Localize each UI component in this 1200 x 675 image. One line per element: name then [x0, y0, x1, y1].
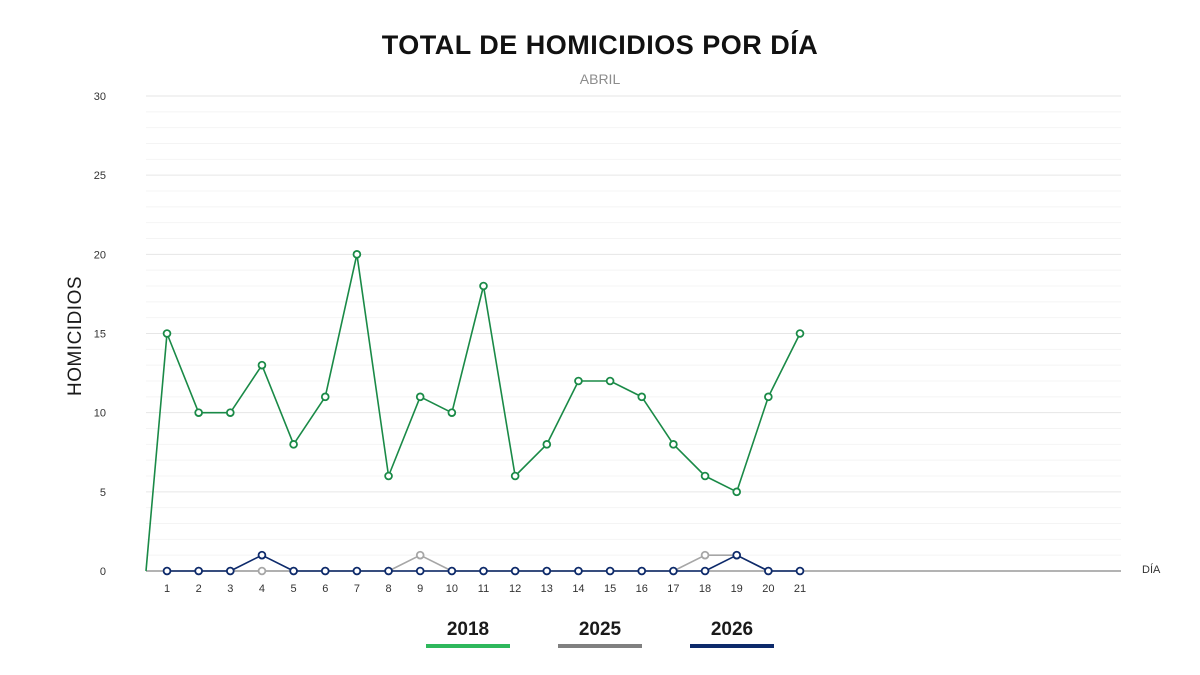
data-point-2018 [764, 392, 773, 402]
legend-swatch-2026 [690, 644, 774, 648]
x-tick-label: 19 [731, 583, 743, 595]
data-point-2026 [732, 550, 741, 560]
data-point-2026 [542, 566, 552, 576]
y-tick-label: 15 [94, 329, 106, 341]
data-point-2018 [574, 376, 583, 386]
data-point-2026 [194, 566, 203, 576]
data-point-2026 [510, 566, 520, 576]
x-tick-label: 8 [385, 583, 391, 595]
y-tick-label: 20 [94, 249, 106, 261]
x-tick-label: 11 [478, 583, 489, 595]
data-point-2018 [795, 329, 805, 338]
data-point-2026 [447, 566, 457, 576]
legend-item-2018: 2018 [426, 618, 510, 648]
x-tick-label: 16 [636, 583, 648, 595]
x-tick-label: 3 [227, 583, 233, 595]
data-point-2026 [574, 566, 583, 576]
x-tick-label: 12 [509, 583, 521, 595]
x-tick-label: 5 [291, 583, 297, 595]
data-point-2026 [352, 566, 362, 576]
data-point-2026 [669, 566, 678, 576]
data-point-2018 [479, 281, 488, 291]
chart-subtitle: ABRIL [579, 71, 621, 87]
data-point-2018 [194, 408, 203, 417]
data-point-2018 [447, 408, 457, 417]
data-point-2018 [732, 487, 741, 497]
data-point-2026 [226, 566, 235, 576]
legend-label-2018: 2018 [446, 619, 490, 640]
data-point-2026 [320, 566, 330, 576]
chart-title: TOTAL DE HOMICIDIOS POR DÍA [381, 30, 819, 60]
x-tick-label: 7 [354, 583, 360, 595]
data-point-2026 [795, 566, 805, 576]
x-tick-label: 13 [541, 583, 553, 595]
data-point-2026 [162, 566, 172, 576]
x-tick-label: 17 [667, 583, 679, 595]
data-point-2018 [257, 360, 267, 370]
data-point-2018 [162, 329, 172, 338]
data-point-2025 [415, 550, 425, 560]
x-tick-label: 15 [604, 583, 616, 595]
y-tick-label: 25 [94, 170, 106, 182]
x-tick-label: 20 [762, 583, 774, 595]
x-tick-label: 14 [572, 583, 584, 595]
legend-item-2026: 2026 [690, 618, 774, 648]
data-point-2025 [257, 566, 267, 576]
data-point-2026 [289, 566, 298, 576]
data-point-2026 [764, 566, 773, 576]
data-point-2026 [479, 566, 488, 576]
data-point-2018 [542, 440, 552, 449]
x-tick-label: 1 [164, 583, 170, 595]
y-tick-label: 10 [94, 408, 106, 420]
y-tick-label: 0 [100, 566, 106, 578]
legend-label-2025: 2025 [578, 619, 622, 640]
chart-legend: 2018 2025 2026 [0, 618, 1200, 658]
legend-swatch-2025 [558, 644, 642, 648]
x-axis-label: DÍA [1142, 563, 1161, 576]
data-point-2018 [352, 250, 362, 259]
x-tick-label: 6 [322, 583, 328, 595]
data-point-2018 [605, 376, 615, 386]
data-point-2026 [257, 550, 267, 560]
data-point-2026 [415, 566, 425, 576]
x-tick-label: 2 [196, 583, 202, 595]
data-point-2025 [700, 550, 710, 560]
y-tick-label: 30 [94, 91, 106, 103]
data-point-2026 [700, 566, 710, 576]
x-tick-label: 18 [699, 583, 711, 595]
data-point-2018 [637, 392, 647, 402]
x-tick-label: 10 [446, 583, 458, 595]
legend-item-2025: 2025 [558, 618, 642, 648]
data-point-2018 [669, 440, 678, 449]
data-point-2018 [289, 440, 298, 449]
data-point-2018 [415, 392, 425, 402]
x-tick-label: 21 [794, 583, 806, 595]
x-tick-label: 4 [259, 583, 265, 595]
data-point-2018 [226, 408, 235, 417]
data-point-2018 [320, 392, 330, 402]
y-tick-label: 5 [100, 487, 106, 499]
data-point-2026 [637, 566, 647, 576]
series-line-2018 [145, 253, 801, 572]
data-point-2018 [510, 471, 520, 481]
x-tick-label: 9 [417, 583, 423, 595]
data-point-2026 [384, 566, 393, 576]
data-point-2018 [700, 471, 710, 481]
data-point-2026 [605, 566, 615, 576]
legend-label-2026: 2026 [710, 619, 754, 640]
data-point-2018 [384, 471, 393, 481]
legend-swatch-2018 [426, 644, 510, 648]
